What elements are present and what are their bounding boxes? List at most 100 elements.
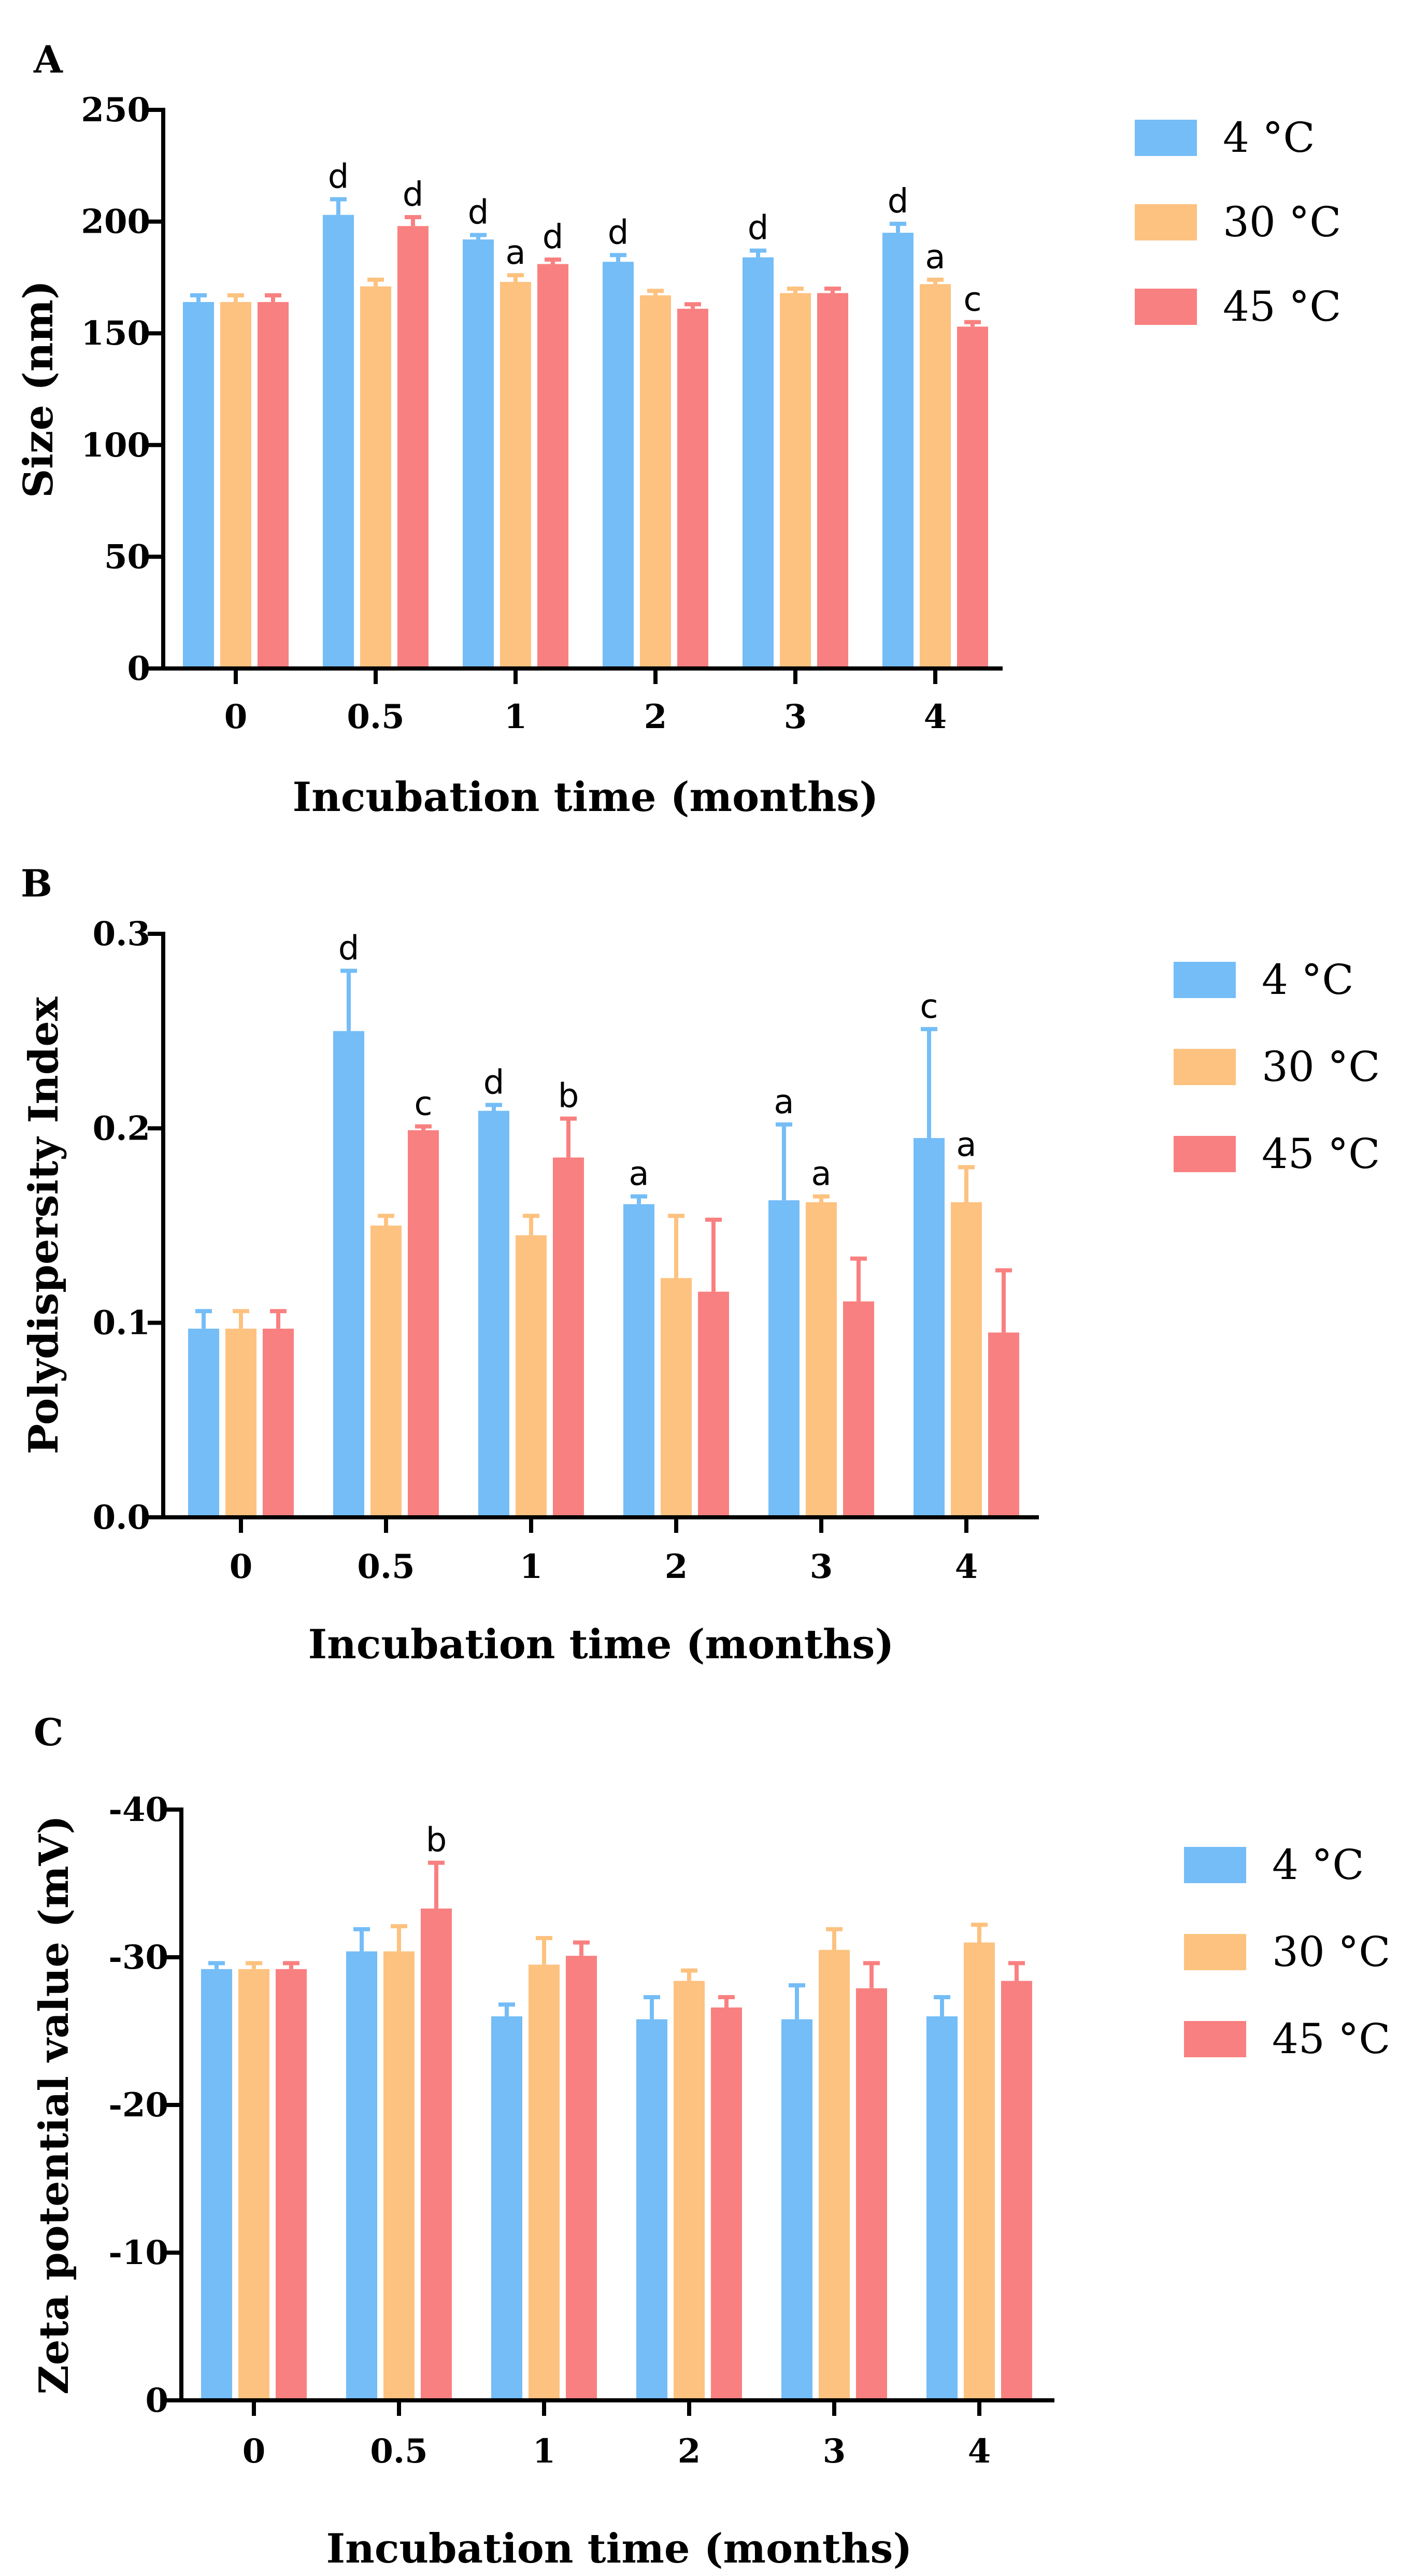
y-tick-label: 0.0 bbox=[93, 1498, 150, 1537]
significance-label: d bbox=[483, 1063, 505, 1102]
bar bbox=[603, 262, 634, 668]
legend-swatch bbox=[1184, 1847, 1246, 1883]
bar bbox=[711, 2007, 742, 2400]
bar bbox=[661, 1278, 692, 1517]
bar bbox=[183, 302, 214, 668]
legend-entry: 4 °C bbox=[1262, 956, 1354, 1004]
legend-swatch bbox=[1135, 204, 1197, 240]
x-axis-title: Incubation time (months) bbox=[293, 774, 879, 821]
bar bbox=[636, 2019, 667, 2400]
bar bbox=[698, 1291, 729, 1517]
significance-label: b bbox=[426, 1821, 447, 1860]
bar bbox=[360, 286, 391, 668]
bar bbox=[333, 1031, 364, 1517]
x-tick-label: 4 bbox=[968, 2432, 991, 2471]
x-tick-label: 0.5 bbox=[357, 1547, 415, 1586]
y-tick-label: 0 bbox=[145, 2381, 168, 2420]
significance-label: a bbox=[505, 234, 525, 272]
significance-label: d bbox=[543, 218, 564, 257]
x-axis-title: Incubation time (months) bbox=[326, 2525, 912, 2572]
bar bbox=[263, 1328, 294, 1517]
bar bbox=[843, 1301, 874, 1517]
x-tick-label: 2 bbox=[678, 2432, 701, 2471]
x-tick-label: 0 bbox=[242, 2432, 266, 2471]
bar bbox=[346, 1951, 377, 2400]
panel-letter: C bbox=[34, 1710, 63, 1754]
panel-letter: A bbox=[33, 37, 63, 81]
bar bbox=[819, 1949, 850, 2400]
bar bbox=[220, 302, 251, 668]
x-tick-label: 4 bbox=[924, 698, 947, 736]
bar bbox=[383, 1951, 415, 2400]
legend-entry: 45 °C bbox=[1272, 2015, 1390, 2063]
x-tick-label: 0 bbox=[230, 1547, 253, 1586]
bar bbox=[500, 282, 531, 668]
y-tick-label: -40 bbox=[108, 1790, 168, 1829]
legend-swatch bbox=[1174, 1049, 1236, 1085]
significance-label: a bbox=[956, 1126, 976, 1164]
bar bbox=[920, 284, 951, 668]
significance-label: a bbox=[774, 1083, 794, 1121]
bar bbox=[856, 1988, 887, 2400]
bar bbox=[964, 1942, 995, 2400]
y-tick-label: -30 bbox=[108, 1938, 168, 1977]
bar bbox=[225, 1328, 256, 1517]
significance-label: c bbox=[920, 988, 938, 1026]
y-tick-label: 250 bbox=[81, 91, 150, 130]
legend-swatch bbox=[1184, 2021, 1246, 2057]
bar bbox=[408, 1130, 439, 1517]
bar bbox=[529, 1965, 560, 2400]
legend-swatch bbox=[1135, 289, 1197, 325]
significance-label: d bbox=[748, 209, 769, 248]
bar bbox=[951, 1202, 982, 1517]
bar bbox=[188, 1328, 219, 1517]
legend-entry: 45 °C bbox=[1262, 1130, 1380, 1178]
bar bbox=[201, 1969, 232, 2400]
legend-entry: 30 °C bbox=[1262, 1043, 1380, 1091]
x-tick-label: 2 bbox=[665, 1547, 688, 1586]
y-tick-label: -20 bbox=[108, 2086, 168, 2125]
significance-label: a bbox=[925, 238, 945, 277]
y-tick-label: 0.3 bbox=[93, 915, 150, 953]
bar bbox=[674, 1981, 705, 2400]
bar bbox=[623, 1204, 654, 1517]
significance-label: d bbox=[468, 193, 489, 232]
significance-label: d bbox=[328, 158, 349, 196]
bar bbox=[988, 1332, 1019, 1517]
bar bbox=[323, 215, 354, 668]
bar bbox=[397, 226, 429, 668]
bar bbox=[421, 1908, 452, 2400]
legend-entry: 30 °C bbox=[1272, 1928, 1390, 1976]
legend-entry: 30 °C bbox=[1223, 198, 1341, 246]
x-tick-label: 1 bbox=[504, 698, 527, 736]
legend-entry: 4 °C bbox=[1272, 1841, 1364, 1889]
y-axis-title: Zeta potential value (mV) bbox=[31, 1815, 78, 2395]
bar bbox=[817, 293, 848, 668]
bar bbox=[258, 302, 289, 668]
bar bbox=[463, 239, 494, 668]
x-axis-title: Incubation time (months) bbox=[308, 1621, 894, 1668]
bar bbox=[743, 257, 774, 668]
x-tick-label: 4 bbox=[955, 1547, 978, 1586]
bar bbox=[553, 1157, 584, 1517]
bar bbox=[640, 295, 671, 668]
bar bbox=[276, 1969, 307, 2400]
legend-swatch bbox=[1174, 962, 1236, 998]
legend-entry: 4 °C bbox=[1223, 113, 1315, 162]
bar bbox=[768, 1200, 800, 1517]
bar bbox=[882, 233, 914, 668]
significance-label: d bbox=[403, 176, 424, 214]
y-tick-label: 200 bbox=[81, 203, 150, 241]
x-tick-label: 2 bbox=[644, 698, 667, 736]
bar bbox=[926, 2016, 958, 2400]
bar bbox=[238, 1969, 269, 2400]
significance-label: d bbox=[888, 182, 909, 221]
legend-entry: 45 °C bbox=[1223, 282, 1341, 331]
bar bbox=[914, 1138, 945, 1517]
bar bbox=[491, 2016, 522, 2400]
y-axis-title: Polydispersity Index bbox=[20, 996, 67, 1454]
x-tick-label: 1 bbox=[520, 1547, 543, 1586]
bar bbox=[806, 1202, 837, 1517]
